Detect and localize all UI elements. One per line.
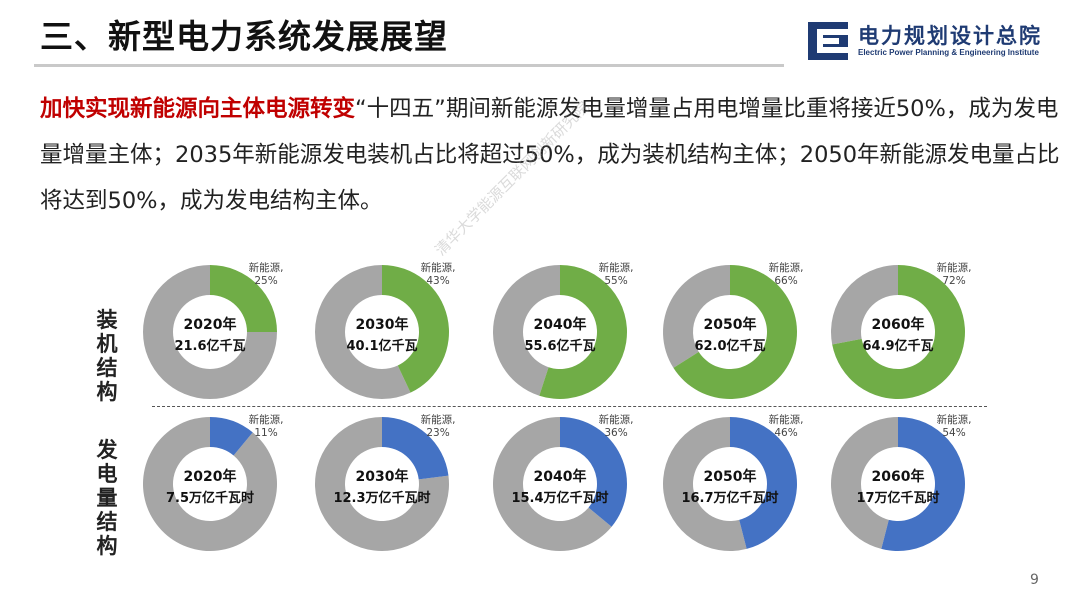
logo: 电力规划设计总院 Electric Power Planning & Engin…: [808, 20, 1048, 70]
donut-total-label: 7.5万亿千瓦时: [166, 490, 254, 506]
logo-mark-icon: [808, 22, 848, 60]
donut-slice-other: [830, 416, 898, 549]
donut-slice-new-energy: [673, 265, 798, 400]
donut-slice-other: [143, 265, 277, 399]
donut-pct-label: 66%: [774, 275, 797, 287]
donut-series-label: 新能源,: [937, 413, 972, 426]
donut-total-label: 64.9亿千瓦: [862, 338, 933, 354]
donut-total-label: 62.0亿千瓦: [694, 338, 765, 354]
row-label-capacity: 装机结构: [96, 308, 118, 404]
intro-highlight: 加快实现新能源向主体电源转变: [40, 96, 356, 122]
donut-year-label: 2060年: [872, 316, 925, 333]
donut-slice-new-energy: [832, 265, 966, 399]
donut-year-label: 2060年: [872, 468, 925, 485]
donut-pct-label: 72%: [942, 275, 965, 287]
donut-total-label: 15.4万亿千瓦时: [511, 490, 608, 506]
donut-series-label: 新能源,: [769, 261, 804, 274]
donut-pct-label: 23%: [426, 427, 449, 439]
donut-series-label: 新能源,: [249, 261, 284, 274]
logo-name-cn: 电力规划设计总院: [858, 24, 1042, 48]
donut-slice-other: [493, 416, 612, 551]
donut-total-label: 17万亿千瓦时: [856, 490, 939, 506]
row-divider: [152, 406, 987, 407]
donut-year-label: 2050年: [704, 316, 757, 333]
page-number: 9: [1030, 572, 1039, 588]
donut-slice-other: [831, 265, 898, 345]
donut-slice-new-energy: [382, 265, 449, 393]
intro-paragraph: 加快实现新能源向主体电源转变“十四五”期间新能源发电量增量占用电增量比重将接近5…: [40, 86, 1060, 224]
donut-series-label: 新能源,: [937, 261, 972, 274]
donut-total-label: 40.1亿千瓦: [346, 338, 417, 354]
donut-pct-label: 54%: [942, 427, 965, 439]
donut-slice-new-energy: [560, 417, 627, 527]
donut-slice-other: [315, 417, 449, 551]
donut-year-label: 2040年: [534, 316, 587, 333]
donut-year-label: 2040年: [534, 468, 587, 485]
donut-year-label: 2020年: [184, 468, 237, 485]
intro-body: “十四五”期间新能源发电量增量占用电增量比重将接近50%，成为发电量增量主体；2…: [40, 96, 1060, 214]
donut-slice-new-energy: [210, 265, 277, 332]
donut-total-label: 21.6亿千瓦: [174, 338, 245, 354]
logo-name-en: Electric Power Planning & Engineering In…: [858, 48, 1039, 57]
donut-slice-other: [314, 265, 411, 400]
donut-year-label: 2030年: [356, 316, 409, 333]
donut-series-label: 新能源,: [599, 261, 634, 274]
donut-total-label: 16.7万亿千瓦时: [681, 490, 778, 506]
donut-series-label: 新能源,: [421, 413, 456, 426]
donut-total-label: 12.3万亿千瓦时: [333, 490, 430, 506]
donut-slice-other: [663, 265, 730, 368]
donut-pct-label: 46%: [774, 427, 797, 439]
header-divider: [34, 64, 784, 67]
donut-series-label: 新能源,: [599, 413, 634, 426]
donut-slice-new-energy: [730, 417, 798, 549]
donut-pct-label: 43%: [426, 275, 449, 287]
donut-series-label: 新能源,: [769, 413, 804, 426]
donut-pct-label: 36%: [604, 427, 627, 439]
row-label-generation: 发电量结构: [96, 438, 118, 558]
donut-slice-new-energy: [382, 417, 449, 480]
donut-year-label: 2030年: [356, 468, 409, 485]
donut-year-label: 2050年: [704, 468, 757, 485]
donut-slice-other: [663, 417, 747, 551]
donut-pct-label: 11%: [254, 427, 277, 439]
donut-slice-new-energy: [210, 417, 253, 456]
donut-slice-other: [142, 417, 277, 551]
page-title: 三、新型电力系统发展展望: [40, 17, 448, 56]
donut-pct-label: 25%: [254, 275, 277, 287]
donut-series-label: 新能源,: [249, 413, 284, 426]
donut-pct-label: 55%: [604, 275, 627, 287]
donut-year-label: 2020年: [184, 316, 237, 333]
donut-slice-other: [492, 265, 560, 396]
donut-slice-new-energy: [539, 265, 627, 399]
donut-series-label: 新能源,: [421, 261, 456, 274]
donut-total-label: 55.6亿千瓦: [524, 338, 595, 354]
donut-slice-new-energy: [881, 417, 965, 551]
